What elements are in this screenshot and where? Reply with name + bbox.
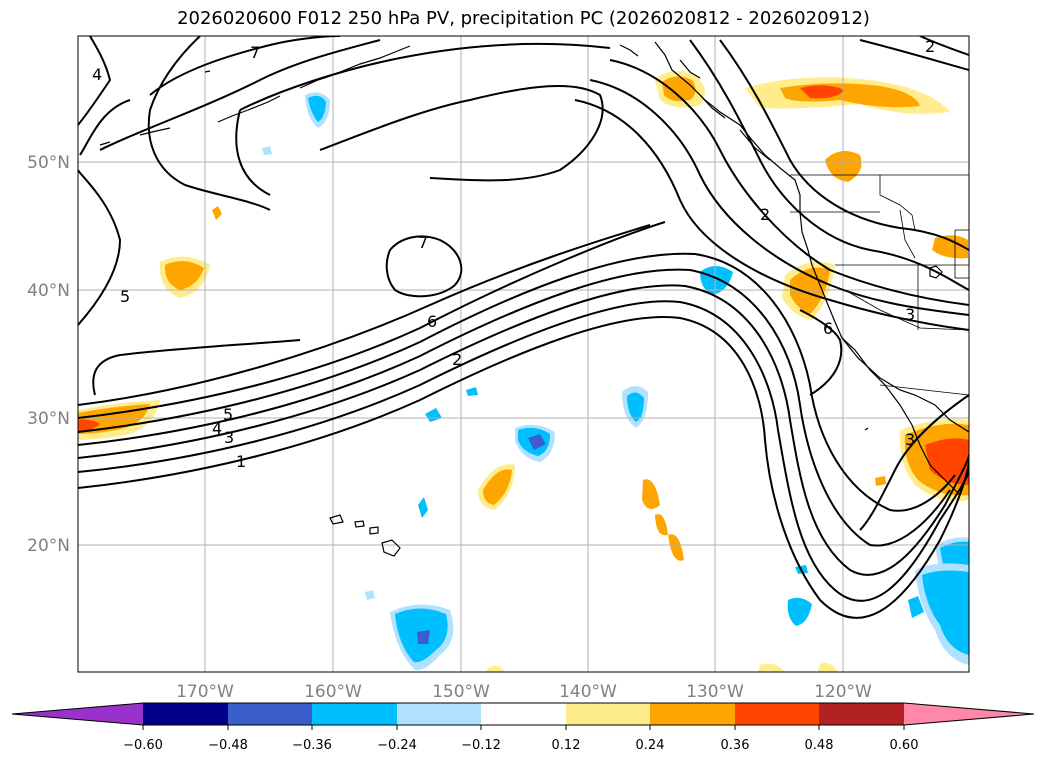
map-panel: 7 4 5 7 6 2 5 4 3 1 2 2 3 6 3 bbox=[78, 36, 969, 672]
lon-label-170w: 170°W bbox=[176, 682, 234, 702]
lat-label-20n: 20°N bbox=[27, 536, 70, 556]
colorbar-segment bbox=[566, 703, 650, 725]
colorbar-extend-high bbox=[904, 703, 1034, 725]
lon-label-150w: 150°W bbox=[432, 682, 490, 702]
colorbar-tick-label: 0.36 bbox=[721, 738, 750, 753]
contour-label: 2 bbox=[452, 350, 462, 369]
colorbar-segment bbox=[312, 703, 397, 725]
map-frame bbox=[77, 35, 970, 673]
colorbar-tick-label: −0.48 bbox=[208, 738, 248, 753]
colorbar-segment bbox=[819, 703, 904, 725]
colorbar-tick-label: −0.24 bbox=[377, 738, 417, 753]
colorbar-segment bbox=[143, 703, 228, 725]
lon-label-130w: 130°W bbox=[686, 682, 744, 702]
contour-labels: 7 4 5 7 6 2 5 4 3 1 2 2 3 6 3 bbox=[92, 37, 935, 471]
contour-label: 4 bbox=[212, 419, 222, 438]
latitude-labels: 50°N 40°N 30°N 20°N bbox=[27, 153, 70, 556]
colorbar-segment bbox=[228, 703, 312, 725]
colorbar-tick-label: −0.60 bbox=[123, 738, 163, 753]
contour-label: 3 bbox=[224, 428, 234, 447]
longitude-labels: 170°W 160°W 150°W 140°W 130°W 120°W bbox=[176, 682, 872, 702]
contour-label: 5 bbox=[223, 405, 233, 424]
colorbar-segment bbox=[650, 703, 735, 725]
pv-contours bbox=[78, 36, 969, 619]
lat-label-40n: 40°N bbox=[27, 281, 70, 301]
contour-label: 3 bbox=[905, 305, 915, 324]
colorbar-tick-label: 0.12 bbox=[552, 738, 581, 753]
figure-title: 2026020600 F012 250 hPa PV, precipitatio… bbox=[177, 8, 870, 29]
lon-label-120w: 120°W bbox=[814, 682, 872, 702]
lat-label-50n: 50°N bbox=[27, 153, 70, 173]
colorbar-segment bbox=[735, 703, 819, 725]
colorbar-tick-label: −0.36 bbox=[292, 738, 332, 753]
contour-label: 7 bbox=[250, 43, 260, 62]
contour-label: 5 bbox=[120, 287, 130, 306]
colorbar-tick-label: 0.24 bbox=[636, 738, 665, 753]
contour-label: 6 bbox=[427, 312, 437, 331]
lon-label-140w: 140°W bbox=[559, 682, 617, 702]
lat-label-30n: 30°N bbox=[27, 409, 70, 429]
colorbar-tick-label: −0.12 bbox=[461, 738, 501, 753]
contour-label: 2 bbox=[925, 37, 935, 56]
colorbar: −0.60 −0.48 −0.36 −0.24 −0.12 0.12 0.24 … bbox=[11, 702, 1035, 753]
colorbar-extend-low bbox=[12, 703, 143, 725]
lon-label-160w: 160°W bbox=[304, 682, 362, 702]
contour-label: 1 bbox=[236, 452, 246, 471]
contour-label: 7 bbox=[418, 233, 428, 252]
colorbar-segment bbox=[397, 703, 481, 725]
political-borders bbox=[790, 174, 969, 396]
colorbar-tick-label: 0.48 bbox=[805, 738, 834, 753]
colorbar-segment bbox=[481, 703, 566, 725]
colorbar-tick-marks bbox=[142, 725, 905, 730]
contour-label: 4 bbox=[92, 65, 102, 84]
contour-label: 3 bbox=[905, 430, 915, 449]
contour-label: 2 bbox=[760, 205, 770, 224]
colorbar-tick-label: 0.60 bbox=[890, 738, 919, 753]
precip-shading bbox=[78, 71, 969, 672]
contour-label: 6 bbox=[823, 319, 833, 338]
